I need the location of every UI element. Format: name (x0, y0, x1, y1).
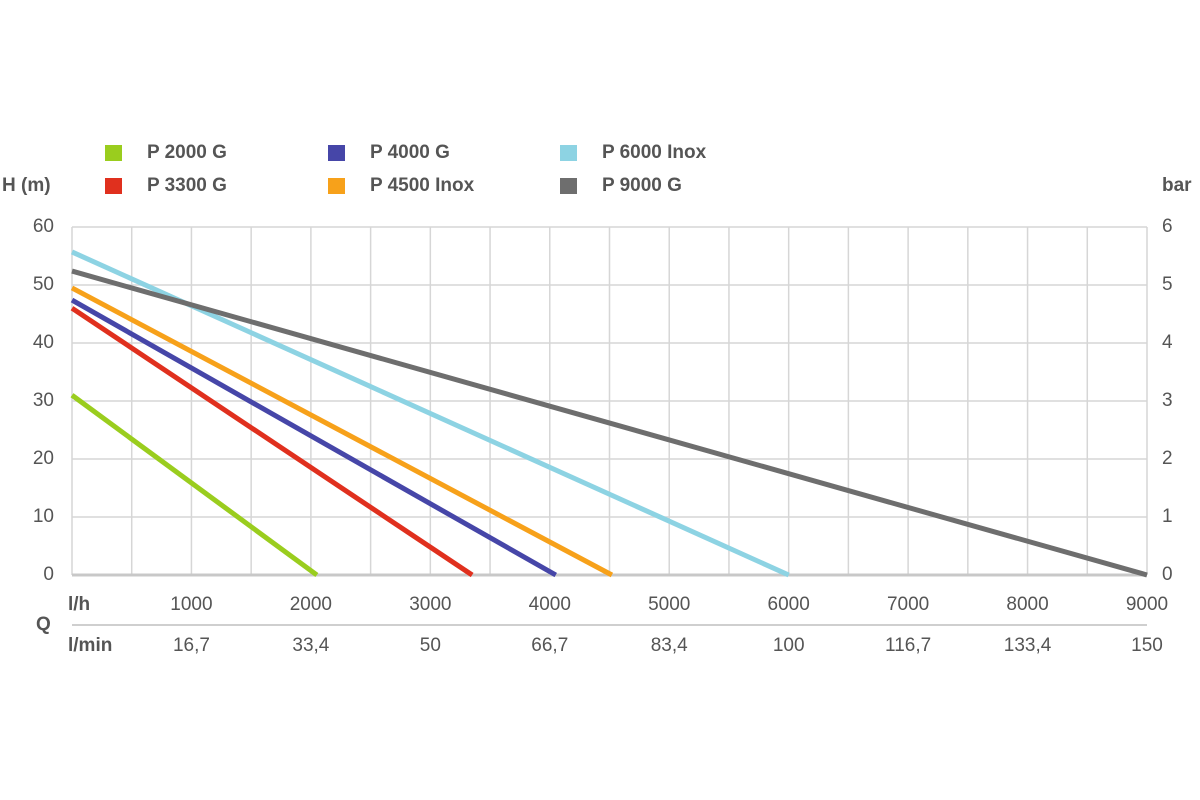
x-unit-label: l/h (68, 594, 90, 615)
x-tick-label: 9000 (1126, 594, 1168, 615)
y-tick-label: 60 (33, 216, 54, 237)
legend-label: P 3300 G (147, 175, 227, 196)
series-line (70, 306, 474, 578)
x-tick-label: 2000 (290, 594, 332, 615)
series-line (70, 393, 319, 578)
y2-tick-label: 0 (1162, 564, 1173, 585)
y-tick-label: 30 (33, 390, 54, 411)
legend-label: P 9000 G (602, 175, 682, 196)
y-tick-label: 0 (43, 564, 54, 585)
series-line (70, 297, 557, 578)
y-axis-label: H (m) (2, 175, 51, 196)
x2-unit-label: l/min (68, 635, 112, 656)
legend-label: P 2000 G (147, 142, 227, 163)
x2-tick-label: 33,4 (292, 635, 329, 656)
y-tick-label: 20 (33, 448, 54, 469)
y2-tick-label: 4 (1162, 332, 1173, 353)
legend-label: P 4500 Inox (370, 175, 475, 196)
x-tick-label: 4000 (529, 594, 571, 615)
x2-tick-label: 83,4 (651, 635, 688, 656)
y2-tick-label: 3 (1162, 390, 1173, 411)
x2-tick-label: 100 (773, 635, 805, 656)
legend-swatch (105, 178, 122, 194)
legend-label: P 4000 G (370, 142, 450, 163)
x-tick-label: 8000 (1006, 594, 1048, 615)
legend-swatch (328, 145, 345, 161)
series-line (70, 285, 614, 578)
y2-tick-label: 2 (1162, 448, 1173, 469)
x2-tick-label: 50 (420, 635, 441, 656)
x2-tick-label: 66,7 (531, 635, 568, 656)
x-tick-label: 6000 (768, 594, 810, 615)
x2-tick-label: 150 (1131, 635, 1163, 656)
y-tick-label: 40 (33, 332, 54, 353)
legend-swatch (105, 145, 122, 161)
x2-tick-label: 116,7 (885, 635, 931, 656)
y2-tick-label: 6 (1162, 216, 1173, 237)
x-tick-label: 5000 (648, 594, 690, 615)
x-tick-label: 7000 (887, 594, 929, 615)
x2-tick-label: 133,4 (1004, 635, 1052, 656)
y2-tick-label: 5 (1162, 274, 1173, 295)
x-tick-label: 3000 (409, 594, 451, 615)
legend-swatch (560, 145, 577, 161)
legend-swatch (328, 178, 345, 194)
y2-tick-label: 1 (1162, 506, 1173, 527)
x-axis-label: Q (36, 614, 51, 635)
legend-swatch (560, 178, 577, 194)
y-tick-label: 50 (33, 274, 54, 295)
series-line (71, 268, 1148, 578)
y-tick-label: 10 (33, 506, 54, 527)
y2-axis-label: bar (1162, 175, 1192, 196)
legend-label: P 6000 Inox (602, 142, 707, 163)
x2-tick-label: 16,7 (173, 635, 210, 656)
x-tick-label: 1000 (170, 594, 212, 615)
